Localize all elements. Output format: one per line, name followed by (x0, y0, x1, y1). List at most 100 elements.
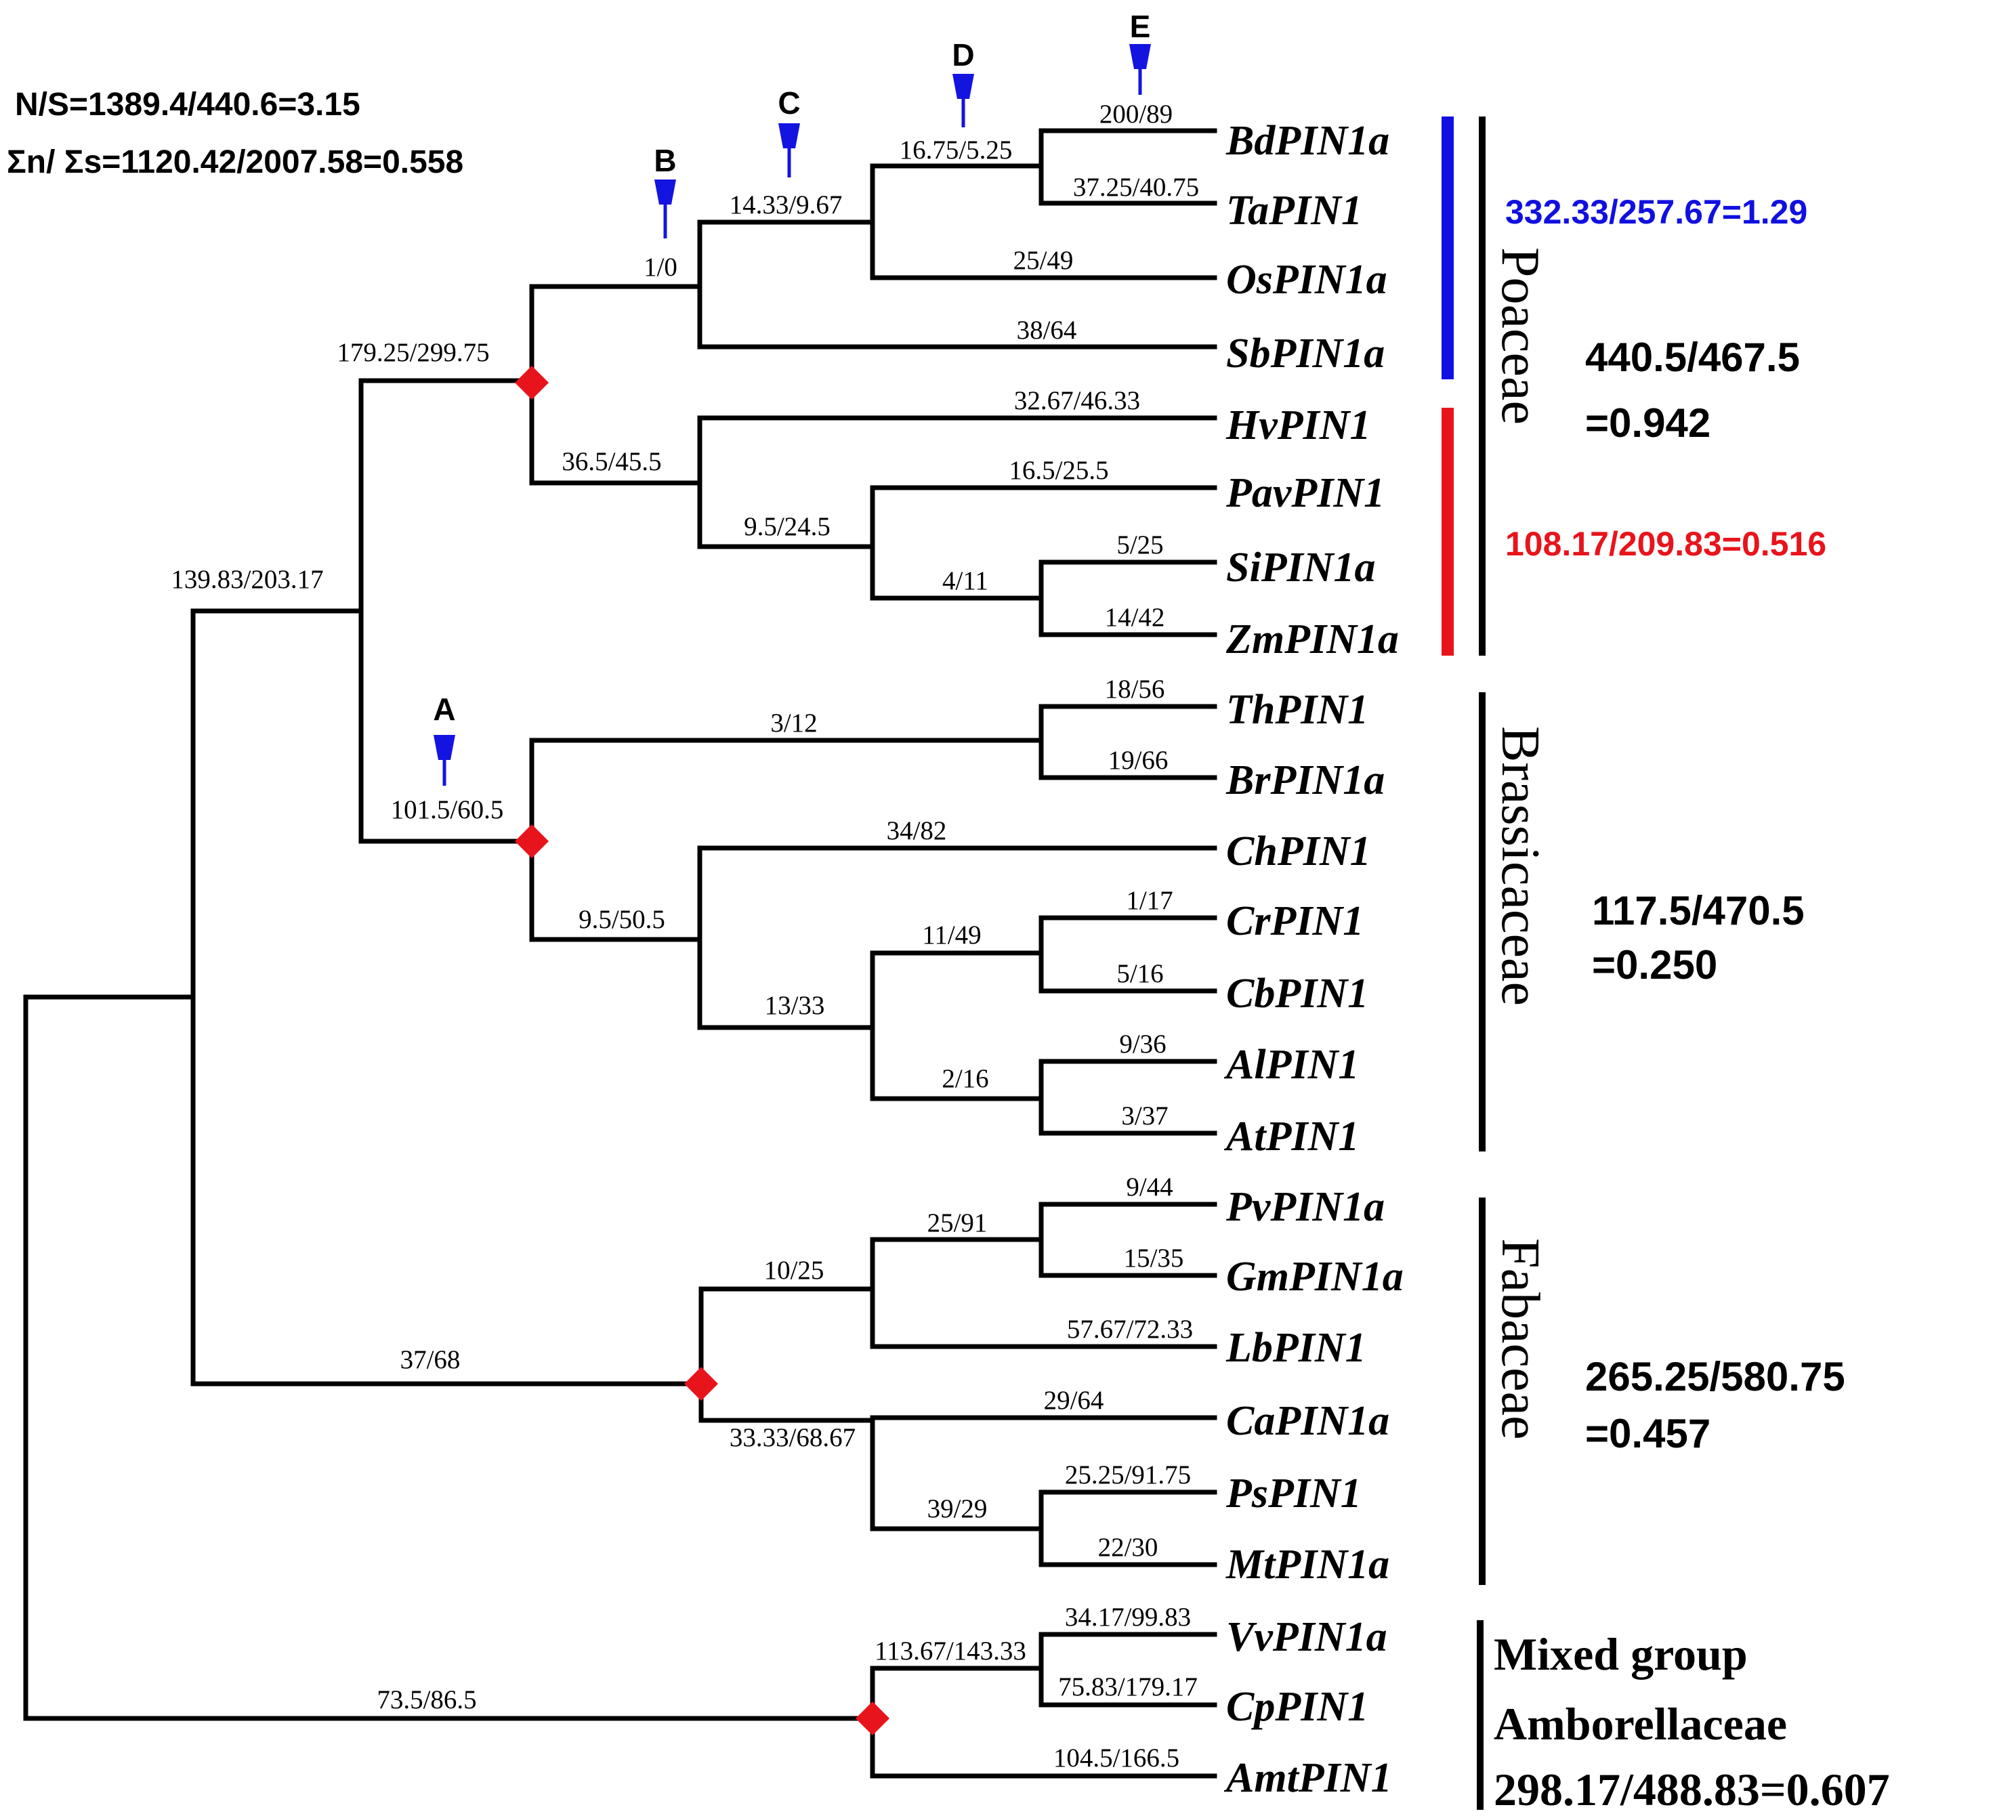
branch-label: 104.5/166.5 (1053, 1743, 1179, 1773)
leaf-label: VvPIN1a (1226, 1614, 1387, 1660)
marker-a-arrow (434, 735, 455, 786)
branch-hv (697, 415, 1217, 549)
brassicaceae-ratio-line1: 117.5/470.5 (1592, 888, 1805, 933)
branch-label: 37/68 (400, 1345, 461, 1374)
branch-label: 25/49 (1013, 246, 1074, 275)
branch-label: 9/36 (1119, 1030, 1166, 1059)
leaf-label: LbPIN1 (1225, 1325, 1366, 1371)
leaf-label: AtPIN1 (1223, 1114, 1359, 1160)
branch-label: 14.33/9.67 (730, 190, 843, 219)
mixed-group-label: Mixed group (1494, 1628, 1748, 1680)
branch-chgrp (697, 845, 1217, 1030)
fabaceae-ratio-line2: =0.457 (1585, 1411, 1710, 1456)
branch-label: 139.83/203.17 (171, 565, 323, 594)
branch-monbra (358, 378, 534, 844)
branch-label: 2/16 (942, 1064, 988, 1093)
leaf-label: MtPIN1a (1225, 1542, 1389, 1588)
branch-label: 18/56 (1105, 675, 1165, 704)
branch-label: 29/64 (1044, 1386, 1104, 1415)
branch-label: 3/12 (770, 708, 817, 738)
branch-label: 9.5/24.5 (744, 512, 831, 541)
node-marker-poaceae (515, 366, 549, 400)
node-marker-fabaceae (684, 1367, 718, 1401)
arrow-markers (434, 44, 1151, 786)
leaf-label: PvPIN1a (1225, 1184, 1385, 1230)
branch-label: 22/30 (1098, 1533, 1158, 1562)
branch-main (190, 608, 704, 1387)
branch-thbr (1038, 704, 1217, 780)
branch-label: 10/25 (764, 1256, 824, 1285)
leaf-label: ZmPIN1a (1225, 616, 1399, 662)
sum-ratio-header: Σn/ Σs=1120.42/2007.58=0.558 (7, 144, 463, 180)
marker-d-arrow (952, 74, 974, 127)
branch-label: 73.5/86.5 (377, 1685, 476, 1714)
marker-d-label: D (952, 37, 974, 72)
branch-label: 113.67/143.33 (875, 1636, 1026, 1666)
marker-a-label: A (433, 692, 455, 727)
branch-label: 19/66 (1108, 746, 1169, 775)
marker-c-label: C (778, 85, 800, 121)
leaf-label: BdPIN1a (1225, 118, 1389, 164)
branch-label: 11/49 (922, 920, 981, 950)
branch-label: 75.83/179.17 (1058, 1672, 1198, 1701)
branch-label: 57.67/72.33 (1067, 1315, 1193, 1344)
leaf-label: SiPIN1a (1226, 545, 1375, 591)
branch-label: 1/0 (644, 253, 677, 282)
amborellaceae-label: Amborellaceae (1494, 1698, 1787, 1750)
branch-label: 38/64 (1017, 316, 1077, 345)
branch-label: 1/17 (1126, 886, 1173, 915)
leaf-label: ChPIN1 (1226, 828, 1371, 874)
branch-label: 32.67/46.33 (1014, 386, 1140, 415)
branch-label: 9/44 (1126, 1172, 1173, 1202)
branch-label: 4/11 (942, 566, 988, 595)
branch-label: 13/33 (765, 991, 825, 1020)
marker-b-arrow (654, 179, 676, 238)
branch-pavsz (870, 485, 1217, 601)
leaf-label: BrPIN1a (1225, 757, 1385, 803)
marker-e-arrow (1129, 44, 1151, 95)
branch-label: 34/82 (887, 816, 947, 845)
branch-pvlb (870, 1237, 1217, 1349)
branch-c (870, 163, 1217, 280)
brassicaceae-label: Brassicaceae (1490, 726, 1550, 1006)
marker-b-label: B (654, 143, 676, 178)
leaf-label: PsPIN1 (1225, 1470, 1362, 1517)
leaf-label: AmtPIN1 (1223, 1755, 1392, 1801)
poaceae-sub2-ratio: 108.17/209.83=0.516 (1505, 525, 1826, 563)
branch-label: 9.5/50.5 (579, 905, 665, 934)
poaceae-sub1-ratio: 332.33/257.67=1.29 (1505, 193, 1807, 231)
leaf-label: AlPIN1 (1223, 1042, 1359, 1088)
poaceae-ratio-line2: =0.942 (1585, 400, 1710, 446)
leaf-label: CaPIN1a (1226, 1398, 1389, 1444)
branch-label: 16.75/5.25 (900, 135, 1013, 165)
branch-label: 36.5/45.5 (562, 447, 661, 476)
brassicaceae-ratio-line2: =0.250 (1592, 942, 1717, 988)
leaf-label: CbPIN1 (1226, 971, 1368, 1017)
leaf-label: SbPIN1a (1226, 331, 1385, 377)
branch-root (23, 994, 875, 1721)
branch-labels: 200/89 37.25/40.75 16.75/5.25 25/49 14.3… (171, 100, 1199, 1773)
branch-pvgm (1038, 1202, 1217, 1278)
branch-cgrp (870, 950, 1044, 1101)
ns-ratio-header: N/S=1389.4/440.6=3.15 (15, 87, 360, 123)
tree-branches (23, 128, 1217, 1779)
branch-d (1038, 128, 1217, 206)
branch-label: 179.25/299.75 (337, 338, 489, 367)
branch-label: 101.5/60.5 (391, 795, 504, 824)
branch-alat (1038, 1059, 1217, 1136)
mixed-ratio: 298.17/488.83=0.607 (1494, 1764, 1890, 1815)
branch-vvcp (1038, 1632, 1217, 1708)
node-marker-mixed (856, 1701, 889, 1735)
node-marker-brassicaceae (515, 824, 549, 858)
branch-label: 200/89 (1099, 100, 1173, 129)
branch-label: 37.25/40.75 (1073, 173, 1199, 202)
marker-e-label: E (1130, 9, 1151, 44)
branch-label: 5/16 (1116, 959, 1163, 988)
branch-crcb (1038, 915, 1217, 994)
branch-label: 5/25 (1116, 530, 1163, 559)
leaf-label: GmPIN1a (1226, 1254, 1404, 1300)
branch-sizm (1038, 559, 1217, 637)
leaf-label: HvPIN1 (1225, 402, 1371, 448)
branch-label: 34.17/99.83 (1065, 1603, 1191, 1632)
